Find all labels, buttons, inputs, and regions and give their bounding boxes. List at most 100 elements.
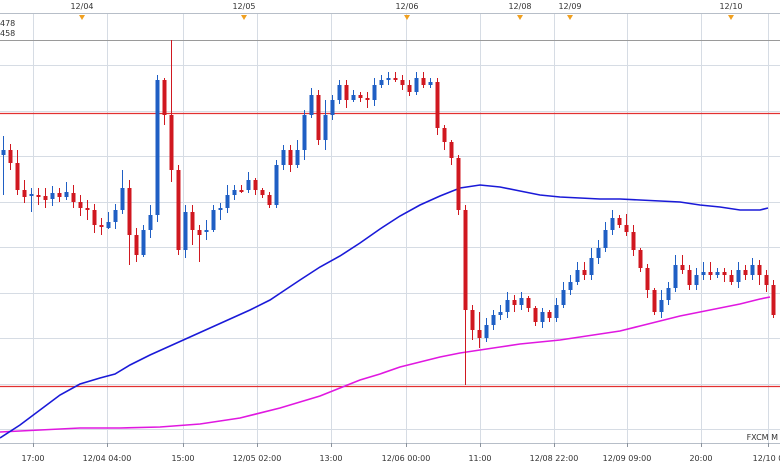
candle-body <box>568 282 573 290</box>
candle <box>176 165 181 255</box>
candle <box>127 180 132 265</box>
candle-body <box>540 312 545 322</box>
candle-body <box>421 78 426 85</box>
candle-body <box>1 150 6 155</box>
candle-body <box>29 194 34 196</box>
top-axis-label: 12/10 <box>719 2 742 11</box>
candle <box>365 92 370 108</box>
date-marker-icon <box>79 15 85 20</box>
candle-body <box>8 150 13 163</box>
candle <box>442 125 447 150</box>
candle-body <box>106 222 111 228</box>
candle-body <box>337 85 342 100</box>
candle-body <box>176 170 181 250</box>
candle-body <box>694 275 699 285</box>
candle <box>1 136 6 195</box>
candle <box>582 262 587 280</box>
candle <box>631 225 636 256</box>
candle-body <box>624 225 629 232</box>
candle <box>337 80 342 104</box>
candle-body <box>680 265 685 270</box>
candle-body <box>610 218 615 230</box>
bottom-axis-label: 12/06 00:00 <box>382 454 431 463</box>
candle-body <box>736 270 741 282</box>
candle-body <box>638 250 643 268</box>
candle <box>78 195 83 216</box>
candle <box>197 225 202 262</box>
candle-body <box>295 150 300 165</box>
candle-body <box>127 188 132 235</box>
candle <box>561 282 566 308</box>
date-marker-icon <box>241 15 247 20</box>
candle-body <box>771 285 776 315</box>
candle-body <box>260 190 265 195</box>
candle-body <box>764 275 769 285</box>
candle <box>540 308 545 328</box>
candle-body <box>134 235 139 255</box>
candle-body <box>120 188 125 210</box>
candle-body <box>169 115 174 170</box>
candle-body <box>708 272 713 275</box>
candle-body <box>407 85 412 92</box>
candle <box>610 210 615 235</box>
candle-body <box>379 80 384 85</box>
candle-body <box>477 330 482 338</box>
candle <box>106 212 111 229</box>
candle-body <box>617 218 622 225</box>
top-axis-label: 12/04 <box>70 2 93 11</box>
candle <box>50 186 55 206</box>
candle <box>505 292 510 318</box>
candle-body <box>232 190 237 195</box>
candle <box>260 188 265 198</box>
candle-body <box>729 275 734 282</box>
candle <box>323 100 328 150</box>
candle-body <box>365 98 370 100</box>
candle <box>64 182 69 200</box>
candle <box>736 262 741 288</box>
candle-body <box>393 78 398 80</box>
candle <box>729 270 734 285</box>
candle <box>22 180 27 203</box>
candle <box>393 72 398 82</box>
candle <box>757 260 762 285</box>
candle <box>554 298 559 322</box>
candle <box>190 205 195 245</box>
candle-body <box>470 310 475 330</box>
top-axis-label: 12/08 <box>508 2 531 11</box>
candle-body <box>526 298 531 308</box>
candle <box>85 200 90 220</box>
candle <box>295 140 300 168</box>
candle-body <box>190 212 195 230</box>
candle <box>407 80 412 96</box>
candle-body <box>428 82 433 85</box>
moving-averages <box>0 184 771 439</box>
candle <box>358 92 363 102</box>
candle-body <box>750 265 755 275</box>
candle <box>512 295 517 312</box>
candle <box>603 222 608 252</box>
candle-body <box>687 270 692 285</box>
candle <box>652 288 657 315</box>
candle <box>617 215 622 228</box>
candle <box>288 145 293 172</box>
candle <box>750 258 755 280</box>
candle-body <box>400 80 405 85</box>
candle-body <box>512 300 517 305</box>
candle <box>708 262 713 280</box>
candle-body <box>351 95 356 100</box>
candle <box>162 78 167 125</box>
candle-body <box>22 190 27 197</box>
bottom-axis-label: 12/05 02:00 <box>233 454 282 463</box>
candle <box>589 248 594 280</box>
bottom-axis-label: 12/04 04:00 <box>83 454 132 463</box>
horizontal-lines <box>0 40 780 388</box>
candle <box>568 275 573 295</box>
candle-body <box>141 230 146 255</box>
candle-body <box>225 195 230 208</box>
candle-body <box>414 78 419 92</box>
candle <box>463 205 468 385</box>
candle-body <box>589 258 594 275</box>
